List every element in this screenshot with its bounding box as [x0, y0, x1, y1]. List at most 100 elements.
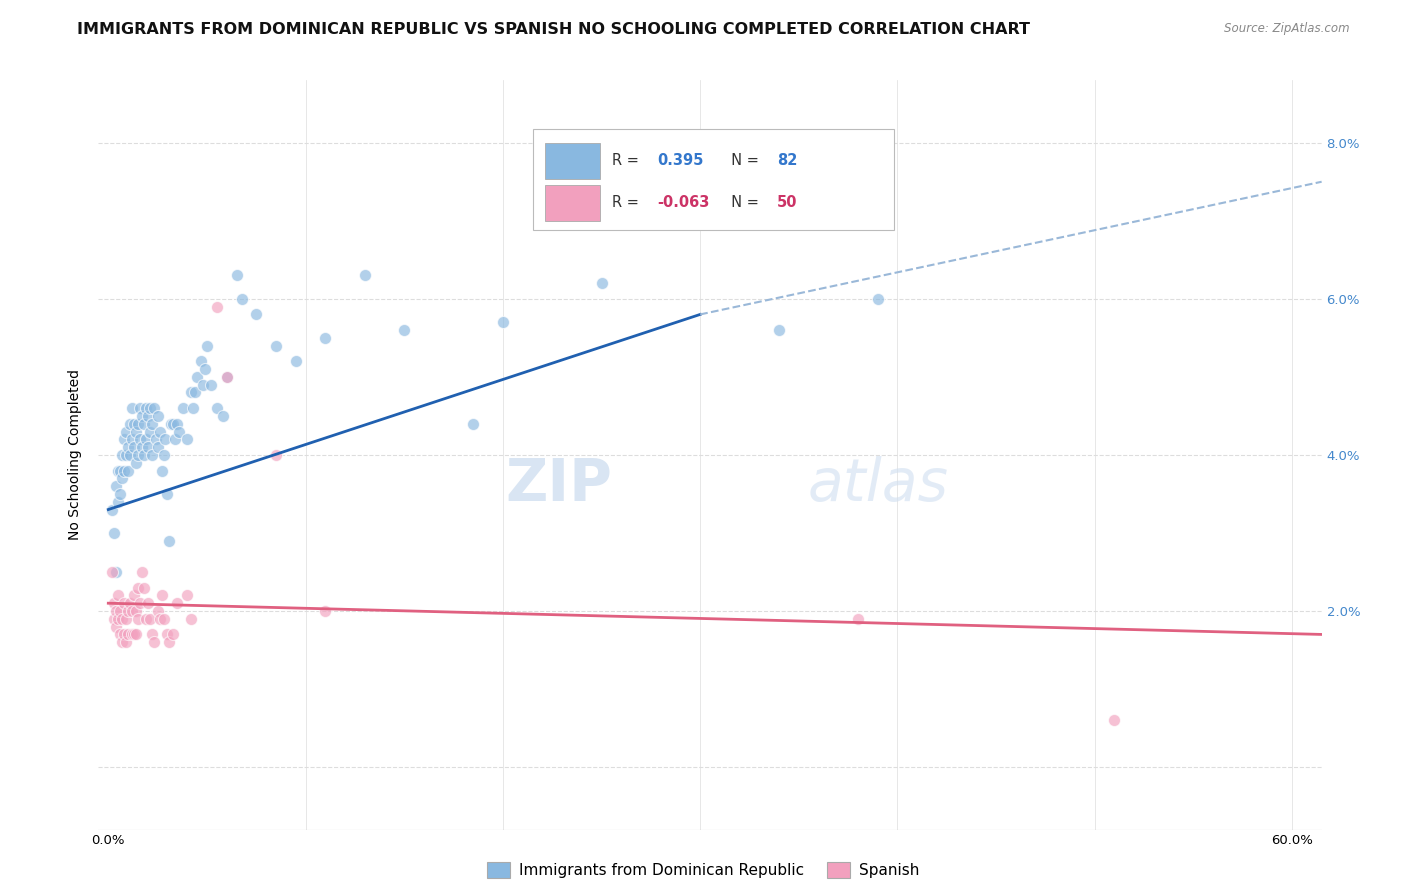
Point	[125, 425, 148, 439]
Point	[211, 409, 233, 423]
Point	[105, 619, 128, 633]
Point	[155, 432, 177, 446]
Legend: Immigrants from Dominican Republic, Spanish: Immigrants from Dominican Republic, Span…	[481, 856, 925, 884]
Point	[127, 448, 149, 462]
Point	[492, 315, 515, 329]
Point	[131, 409, 153, 423]
Point	[111, 612, 134, 626]
Point	[186, 369, 208, 384]
Point	[135, 612, 157, 626]
Point	[132, 417, 155, 431]
Point	[122, 440, 145, 454]
Point	[245, 307, 267, 321]
Point	[112, 596, 135, 610]
Point	[127, 581, 149, 595]
Point	[108, 604, 131, 618]
Y-axis label: No Schooling Completed: No Schooling Completed	[69, 369, 83, 541]
Point	[591, 277, 613, 291]
Point	[195, 338, 218, 352]
Point	[138, 425, 160, 439]
Point	[117, 604, 139, 618]
Point	[135, 401, 157, 416]
Point	[112, 464, 135, 478]
Point	[131, 440, 153, 454]
Point	[127, 612, 149, 626]
Point	[463, 417, 485, 431]
Point	[264, 338, 287, 352]
Point	[149, 612, 172, 626]
Point	[136, 440, 159, 454]
Point	[131, 565, 153, 579]
Point	[768, 323, 790, 337]
Point	[264, 448, 287, 462]
Point	[200, 377, 222, 392]
Point	[184, 385, 207, 400]
Point	[136, 409, 159, 423]
Point	[117, 440, 139, 454]
Text: 82: 82	[778, 153, 797, 168]
Text: N =: N =	[723, 153, 763, 168]
Point	[141, 627, 163, 641]
Point	[108, 627, 131, 641]
Point	[115, 425, 138, 439]
Point	[165, 432, 187, 446]
Point	[121, 432, 143, 446]
Point	[121, 401, 143, 416]
Point	[105, 479, 128, 493]
Point	[866, 292, 889, 306]
Point	[166, 417, 188, 431]
Point	[176, 589, 198, 603]
Point	[112, 432, 135, 446]
Point	[117, 627, 139, 641]
Point	[162, 627, 184, 641]
Text: R =: R =	[612, 153, 648, 168]
Point	[314, 331, 336, 345]
Point	[138, 401, 160, 416]
Point	[145, 432, 167, 446]
Point	[138, 612, 160, 626]
Point	[146, 604, 169, 618]
Point	[103, 612, 125, 626]
Point	[146, 409, 169, 423]
Point	[125, 456, 148, 470]
Point	[225, 268, 247, 283]
Point	[141, 417, 163, 431]
Point	[160, 417, 183, 431]
Point	[149, 425, 172, 439]
Point	[169, 425, 191, 439]
Point	[111, 471, 134, 485]
Point	[128, 401, 150, 416]
Point	[142, 635, 165, 649]
Point	[176, 432, 198, 446]
Point	[115, 635, 138, 649]
Point	[128, 596, 150, 610]
Text: ZIP: ZIP	[505, 457, 612, 514]
Point	[172, 401, 194, 416]
Point	[103, 596, 125, 610]
Point	[117, 464, 139, 478]
Text: -0.063: -0.063	[658, 195, 710, 210]
Text: atlas: atlas	[808, 457, 949, 514]
Point	[115, 448, 138, 462]
Point	[159, 635, 181, 649]
Point	[135, 432, 157, 446]
Point	[156, 487, 179, 501]
Point	[180, 385, 202, 400]
Point	[205, 300, 228, 314]
Point	[118, 448, 141, 462]
Point	[118, 417, 141, 431]
Point	[141, 448, 163, 462]
Text: 0.395: 0.395	[658, 153, 704, 168]
Point	[150, 464, 173, 478]
Point	[107, 494, 129, 508]
Point	[122, 589, 145, 603]
Text: R =: R =	[612, 195, 644, 210]
Point	[231, 292, 253, 306]
Point	[125, 604, 148, 618]
Text: IMMIGRANTS FROM DOMINICAN REPUBLIC VS SPANISH NO SCHOOLING COMPLETED CORRELATION: IMMIGRANTS FROM DOMINICAN REPUBLIC VS SP…	[77, 22, 1031, 37]
Point	[215, 369, 238, 384]
Point	[107, 464, 129, 478]
Point	[156, 627, 179, 641]
Point	[125, 627, 148, 641]
Point	[127, 417, 149, 431]
